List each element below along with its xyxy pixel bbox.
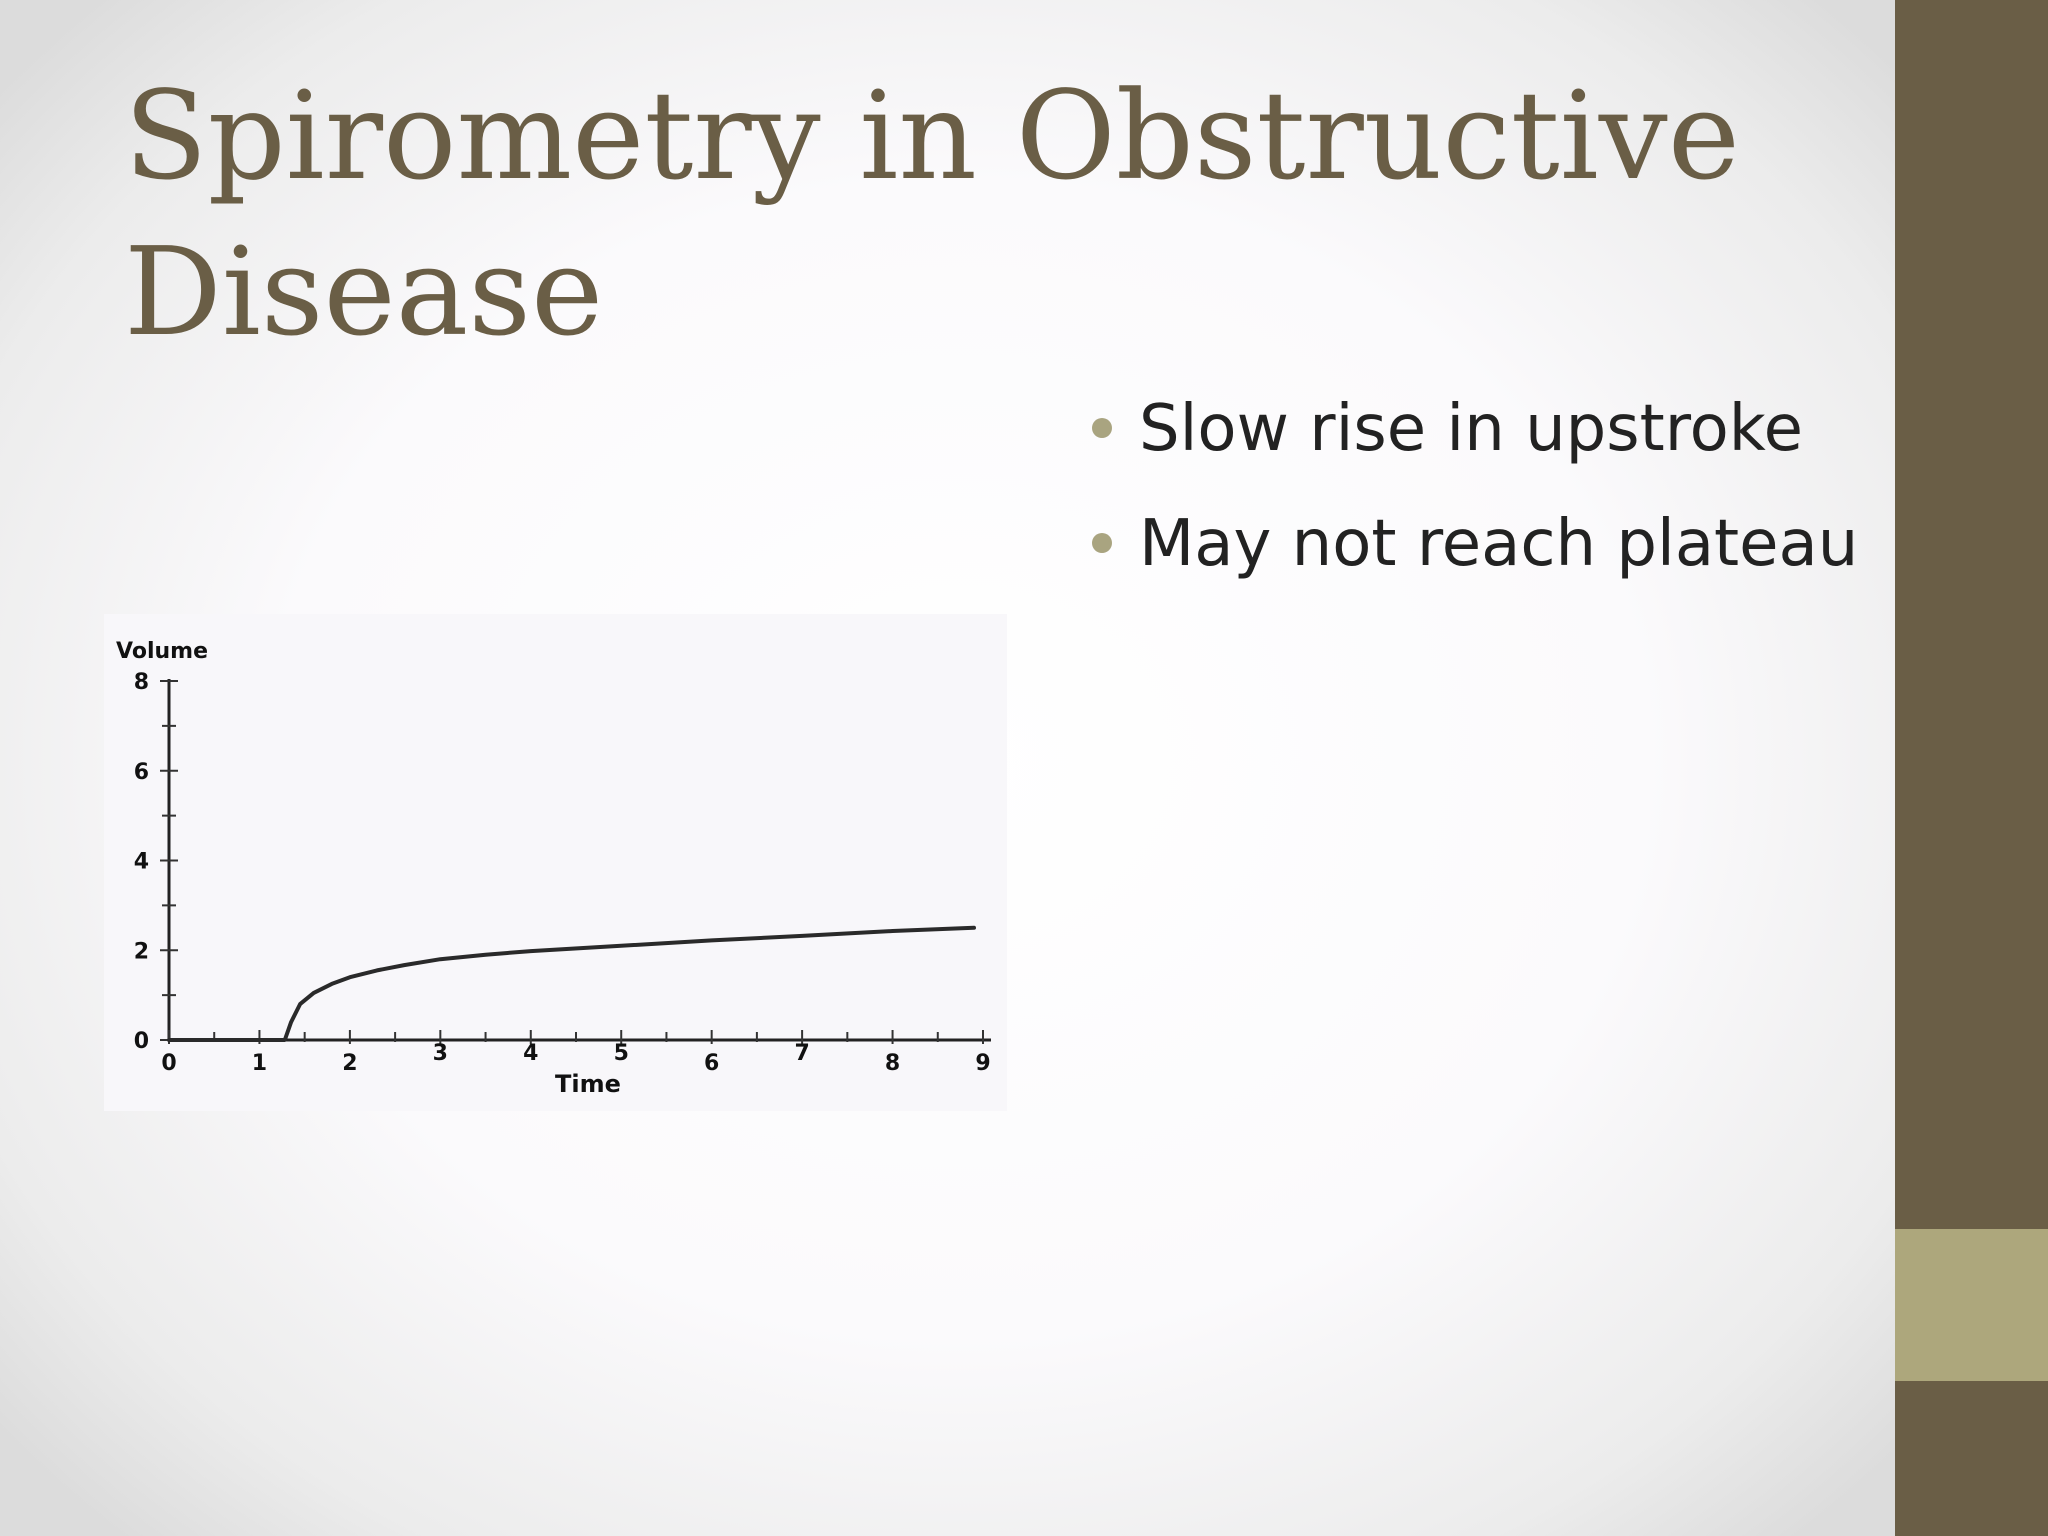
x-tick-label: 4 — [523, 1041, 538, 1066]
data-point — [402, 963, 406, 967]
x-tick-label: 7 — [794, 1041, 809, 1066]
x-tick-label: 3 — [433, 1041, 448, 1066]
bullet-list: Slow rise in upstroke May not reach plat… — [1085, 372, 1890, 602]
data-point — [619, 944, 623, 948]
bullet-dot-icon — [1092, 418, 1112, 438]
x-tick-label: 0 — [161, 1051, 176, 1076]
x-tick-label: 5 — [614, 1041, 629, 1066]
data-point — [438, 957, 442, 961]
x-tick-label: 9 — [975, 1051, 990, 1076]
side-accent-decoration — [1895, 1229, 2048, 1381]
data-point — [298, 1002, 302, 1006]
data-point — [312, 991, 316, 995]
volume-time-curve — [167, 925, 976, 1042]
data-point — [529, 949, 533, 953]
bullet-item: May not reach plateau — [1085, 487, 1890, 602]
y-tick-label: 8 — [134, 670, 149, 695]
x-tick-label: 1 — [252, 1051, 267, 1076]
data-point — [348, 975, 352, 979]
data-point — [289, 1020, 293, 1024]
data-point — [710, 938, 714, 942]
y-tick-label: 6 — [134, 760, 149, 785]
y-tick-label: 4 — [134, 850, 149, 875]
chart-svg: 0 2 4 6 8 0 1 2 3 4 5 6 7 8 9 Volume Time — [116, 639, 991, 1098]
data-point — [330, 982, 334, 986]
spirometry-chart: 0 2 4 6 8 0 1 2 3 4 5 6 7 8 9 Volume Time — [104, 614, 1007, 1111]
x-tick-label: 2 — [342, 1051, 357, 1076]
y-tick-label: 0 — [134, 1029, 149, 1054]
bullet-dot-icon — [1092, 533, 1112, 553]
data-point — [891, 929, 895, 933]
data-point — [800, 934, 804, 938]
slide-title: Spirometry in Obstructive Disease — [124, 65, 1740, 363]
data-point — [257, 1038, 261, 1042]
bullet-item: Slow rise in upstroke — [1085, 372, 1890, 487]
bullet-text: May not reach plateau — [1139, 507, 1859, 581]
y-axis-label: Volume — [116, 639, 208, 664]
x-axis-label: Time — [555, 1070, 621, 1098]
x-tick-label: 6 — [704, 1051, 719, 1076]
x-tick-label: 8 — [885, 1051, 900, 1076]
data-point — [283, 1038, 287, 1042]
data-point — [167, 1038, 171, 1042]
data-point — [484, 953, 488, 957]
data-point — [212, 1038, 216, 1042]
y-tick-label: 2 — [134, 939, 149, 964]
data-point — [972, 926, 976, 930]
data-point — [375, 968, 379, 972]
bullet-text: Slow rise in upstroke — [1139, 392, 1803, 466]
